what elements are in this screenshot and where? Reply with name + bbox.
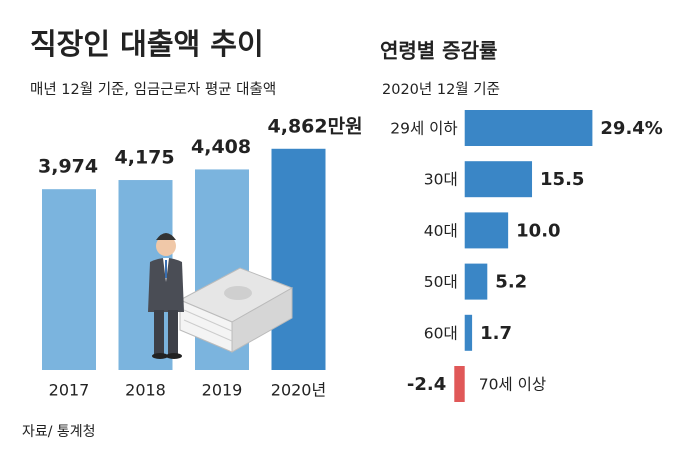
category-label: 40대 <box>424 222 458 240</box>
bar <box>464 263 488 300</box>
x-tick-label: 2017 <box>49 381 90 400</box>
value-label: 3,974 <box>38 156 98 178</box>
x-tick-label: 2019 <box>202 381 243 400</box>
category-label: 50대 <box>424 273 458 291</box>
category-label: 70세 이상 <box>479 376 546 394</box>
value-label: 4,408 <box>191 136 251 158</box>
source: 자료/ 통계청 <box>22 424 96 440</box>
chart-subtitle: 매년 12월 기준, 임금근로자 평균 대출액 <box>30 81 276 98</box>
bar <box>271 148 326 370</box>
chart-title: 직장인 대출액 추이 <box>30 27 264 61</box>
value-label: 29.4% <box>600 118 662 139</box>
bar <box>464 314 473 351</box>
category-label: 30대 <box>424 171 458 189</box>
chart-subtitle: 2020년 12월 기준 <box>382 81 500 98</box>
bar <box>464 161 533 198</box>
value-label: -2.4 <box>407 374 446 395</box>
chart-title: 연령별 증감률 <box>380 39 497 63</box>
value-label: 15.5 <box>540 169 584 190</box>
illustration <box>148 233 294 359</box>
x-tick-label: 2018 <box>125 381 166 400</box>
bar <box>454 366 465 402</box>
value-label: 4,175 <box>115 147 175 169</box>
value-label: 1.7 <box>480 323 512 344</box>
bar <box>464 212 509 249</box>
category-label: 60대 <box>424 324 458 342</box>
x-tick-label: 2020년 <box>271 381 326 400</box>
bar <box>42 189 96 370</box>
bar <box>464 110 593 146</box>
value-label: 10.0 <box>516 220 560 241</box>
value-label: 4,862만원 <box>268 115 363 137</box>
category-label: 29세 이하 <box>390 120 457 138</box>
value-label: 5.2 <box>495 272 527 293</box>
